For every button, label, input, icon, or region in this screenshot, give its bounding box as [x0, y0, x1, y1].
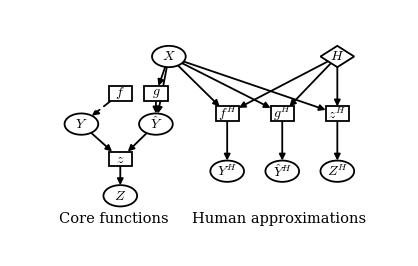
Circle shape [64, 113, 98, 135]
Circle shape [103, 185, 137, 206]
Text: $Y^H$: $Y^H$ [217, 163, 237, 179]
Circle shape [210, 161, 244, 182]
FancyBboxPatch shape [216, 106, 239, 121]
Text: $Z$: $Z$ [114, 189, 126, 203]
Circle shape [152, 46, 186, 67]
Text: $\hat{Y}^H$: $\hat{Y}^H$ [273, 163, 292, 180]
Circle shape [321, 161, 354, 182]
Polygon shape [321, 46, 354, 67]
Text: $Y$: $Y$ [75, 117, 88, 131]
Text: $H$: $H$ [330, 49, 344, 64]
Text: $\hat{Y}$: $\hat{Y}$ [150, 116, 162, 132]
FancyBboxPatch shape [109, 86, 132, 101]
Text: $X$: $X$ [162, 49, 176, 64]
Text: $z$: $z$ [116, 152, 125, 166]
Text: Human approximations: Human approximations [191, 213, 366, 227]
FancyBboxPatch shape [109, 152, 132, 166]
Text: Core functions: Core functions [59, 213, 168, 227]
Text: $f^H$: $f^H$ [218, 105, 237, 123]
Text: $g$: $g$ [152, 86, 160, 100]
Text: $Z^H$: $Z^H$ [326, 163, 348, 179]
Circle shape [265, 161, 299, 182]
FancyBboxPatch shape [144, 86, 168, 101]
FancyBboxPatch shape [326, 106, 349, 121]
FancyBboxPatch shape [270, 106, 294, 121]
Text: $g^H$: $g^H$ [273, 105, 291, 123]
Text: $z^H$: $z^H$ [329, 106, 346, 122]
Text: $f$: $f$ [115, 85, 125, 101]
Circle shape [139, 113, 173, 135]
